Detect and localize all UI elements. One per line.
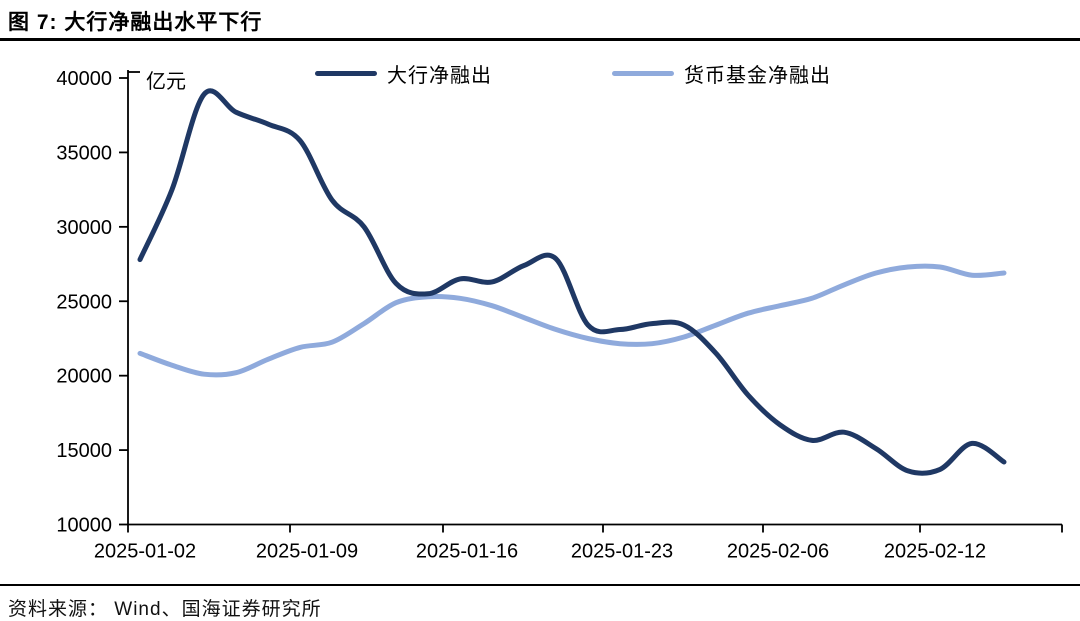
series-line-light bbox=[137, 263, 1007, 378]
y-tick-label: 30000 bbox=[56, 217, 112, 239]
x-tick-label: 2025-01-09 bbox=[256, 541, 358, 563]
x-tick-label: 2025-01-16 bbox=[416, 541, 518, 563]
y-tick-label: 35000 bbox=[56, 142, 112, 164]
series-line-dark bbox=[137, 88, 1007, 476]
source-note: 资料来源： Wind、国海证券研究所 bbox=[8, 599, 322, 620]
y-tick-label: 15000 bbox=[56, 440, 112, 462]
x-tick-label: 2025-02-06 bbox=[727, 541, 829, 563]
x-tick-label: 2025-01-02 bbox=[94, 541, 196, 563]
y-axis-unit-label: 亿元 bbox=[146, 70, 186, 93]
y-tick-label: 40000 bbox=[56, 68, 112, 90]
source-divider bbox=[0, 584, 1080, 586]
figure-title: 图 7: 大行净融出水平下行 bbox=[8, 11, 263, 34]
title-divider bbox=[0, 38, 1080, 41]
x-tick-label: 2025-01-23 bbox=[571, 541, 673, 563]
y-tick-label: 20000 bbox=[56, 366, 112, 388]
x-tick-label: 2025-02-12 bbox=[884, 541, 986, 563]
y-tick-label: 25000 bbox=[56, 291, 112, 313]
y-tick-label: 10000 bbox=[56, 515, 112, 537]
